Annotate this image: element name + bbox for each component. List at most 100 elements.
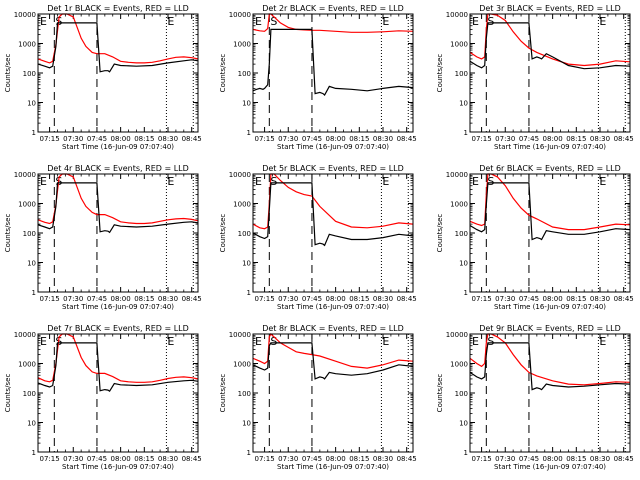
y-tick-label: 1 — [464, 449, 468, 457]
y-tick-label: 100 — [238, 390, 251, 398]
y-tick-label: 100 — [23, 390, 36, 398]
x-tick-label: 07:30 — [278, 135, 298, 143]
chart-title: Det 9r BLACK = Events, RED = LLD — [479, 324, 621, 333]
events-series-line — [252, 342, 414, 380]
x-tick-label: 07:15 — [471, 135, 491, 143]
y-tick-label: 100 — [238, 230, 251, 238]
x-axis-label: Start Time (16-Jun-09 07:07:40) — [277, 463, 389, 471]
plot-frame — [37, 333, 199, 453]
x-tick-label: 08:30 — [590, 455, 610, 463]
x-tick-label: 07:45 — [519, 455, 539, 463]
interval-marker-e: E — [599, 175, 606, 188]
x-tick-label: 07:45 — [302, 135, 322, 143]
y-tick-label: 1 — [247, 449, 251, 457]
y-tick-label: 100 — [455, 390, 468, 398]
chart-panel-1: Det 1r BLACK = Events, RED = LLD 1 10 100 10… — [4, 4, 202, 151]
events-series-line — [469, 22, 631, 70]
x-tick-label: 07:30 — [495, 135, 515, 143]
x-tick-label: 08:00 — [326, 295, 346, 303]
x-tick-label: 08:30 — [158, 455, 178, 463]
x-tick-label: 07:15 — [39, 295, 59, 303]
x-tick-label: 08:00 — [111, 135, 131, 143]
y-tick-label: 10000 — [229, 11, 251, 19]
x-tick-label: 07:30 — [495, 295, 515, 303]
plot-frame — [469, 173, 631, 293]
x-tick-label: 08:45 — [397, 455, 417, 463]
interval-marker-e: E — [599, 335, 606, 348]
x-tick-label: 08:15 — [134, 295, 154, 303]
chart-panel-4: Det 4r BLACK = Events, RED = LLD 1 10 100 10… — [4, 164, 202, 311]
y-axis-label: Counts/sec — [219, 214, 227, 253]
x-axis-label: Start Time (16-Jun-09 07:07:40) — [494, 303, 606, 311]
y-tick-label: 1000 — [233, 201, 251, 209]
y-tick-label: 1 — [247, 129, 251, 137]
y-tick-label: 1000 — [18, 361, 36, 369]
x-tick-label: 07:15 — [254, 135, 274, 143]
events-series-line — [252, 182, 414, 247]
chart-panel-7: Det 7r BLACK = Events, RED = LLD 1 10 100 10… — [4, 324, 202, 471]
x-tick-label: 08:45 — [182, 455, 202, 463]
x-tick-label: 08:15 — [566, 455, 586, 463]
y-tick-label: 10 — [242, 420, 251, 428]
x-tick-label: 08:15 — [134, 135, 154, 143]
y-tick-label: 1000 — [450, 361, 468, 369]
interval-marker-s: S — [270, 15, 277, 28]
x-tick-label: 07:45 — [519, 295, 539, 303]
x-tick-label: 08:30 — [590, 135, 610, 143]
y-tick-label: 10 — [27, 100, 36, 108]
interval-marker-e: E — [382, 335, 389, 348]
chart-title: Det 1r BLACK = Events, RED = LLD — [47, 4, 189, 13]
x-tick-label: 08:45 — [397, 295, 417, 303]
chart-title: Det 4r BLACK = Events, RED = LLD — [47, 164, 189, 173]
x-tick-label: 08:30 — [373, 455, 393, 463]
x-axis-label: Start Time (16-Jun-09 07:07:40) — [62, 143, 174, 151]
interval-marker-e: E — [599, 15, 606, 28]
x-tick-label: 08:15 — [349, 295, 369, 303]
x-axis-label: Start Time (16-Jun-09 07:07:40) — [62, 463, 174, 471]
x-tick-label: 07:45 — [87, 455, 107, 463]
x-tick-label: 07:15 — [471, 295, 491, 303]
x-tick-label: 07:45 — [87, 295, 107, 303]
x-tick-label: 08:45 — [182, 135, 202, 143]
y-tick-label: 100 — [455, 70, 468, 78]
interval-marker-e: E — [167, 15, 174, 28]
x-tick-label: 08:30 — [373, 295, 393, 303]
y-tick-label: 10 — [459, 100, 468, 108]
y-axis-label: Counts/sec — [4, 374, 12, 413]
x-tick-label: 07:45 — [87, 135, 107, 143]
chart-title: Det 3r BLACK = Events, RED = LLD — [479, 4, 621, 13]
events-series-line — [469, 342, 631, 391]
x-axis-label: Start Time (16-Jun-09 07:07:40) — [62, 303, 174, 311]
y-tick-label: 10000 — [446, 171, 468, 179]
y-tick-label: 1 — [32, 289, 36, 297]
chart-title: Det 7r BLACK = Events, RED = LLD — [47, 324, 189, 333]
y-tick-label: 1000 — [233, 361, 251, 369]
x-tick-label: 08:15 — [349, 135, 369, 143]
y-tick-label: 10000 — [229, 331, 251, 339]
chart-title: Det 8r BLACK = Events, RED = LLD — [262, 324, 404, 333]
interval-marker-s: S — [487, 335, 494, 348]
x-tick-label: 08:45 — [614, 135, 634, 143]
interval-marker-e: E — [382, 175, 389, 188]
y-tick-label: 1 — [464, 129, 468, 137]
x-tick-label: 08:00 — [111, 295, 131, 303]
interval-marker-e: E — [167, 175, 174, 188]
y-tick-label: 100 — [455, 230, 468, 238]
y-tick-label: 10 — [27, 420, 36, 428]
chart-panel-6: Det 6r BLACK = Events, RED = LLD 1 10 100 10… — [436, 164, 634, 311]
plot-frame — [469, 13, 631, 133]
x-axis-label: Start Time (16-Jun-09 07:07:40) — [277, 303, 389, 311]
y-axis-label: Counts/sec — [436, 54, 444, 93]
x-tick-label: 07:30 — [63, 135, 83, 143]
x-axis-label: Start Time (16-Jun-09 07:07:40) — [494, 143, 606, 151]
interval-marker-e: E — [255, 335, 262, 348]
y-axis-label: Counts/sec — [4, 214, 12, 253]
chart-panel-3: Det 3r BLACK = Events, RED = LLD 1 10 100 10… — [436, 4, 634, 151]
y-axis-label: Counts/sec — [4, 54, 12, 93]
chart-title: Det 5r BLACK = Events, RED = LLD — [262, 164, 404, 173]
x-tick-label: 08:00 — [326, 135, 346, 143]
x-tick-label: 07:15 — [39, 455, 59, 463]
x-tick-label: 07:15 — [471, 455, 491, 463]
events-series-line — [37, 182, 199, 234]
